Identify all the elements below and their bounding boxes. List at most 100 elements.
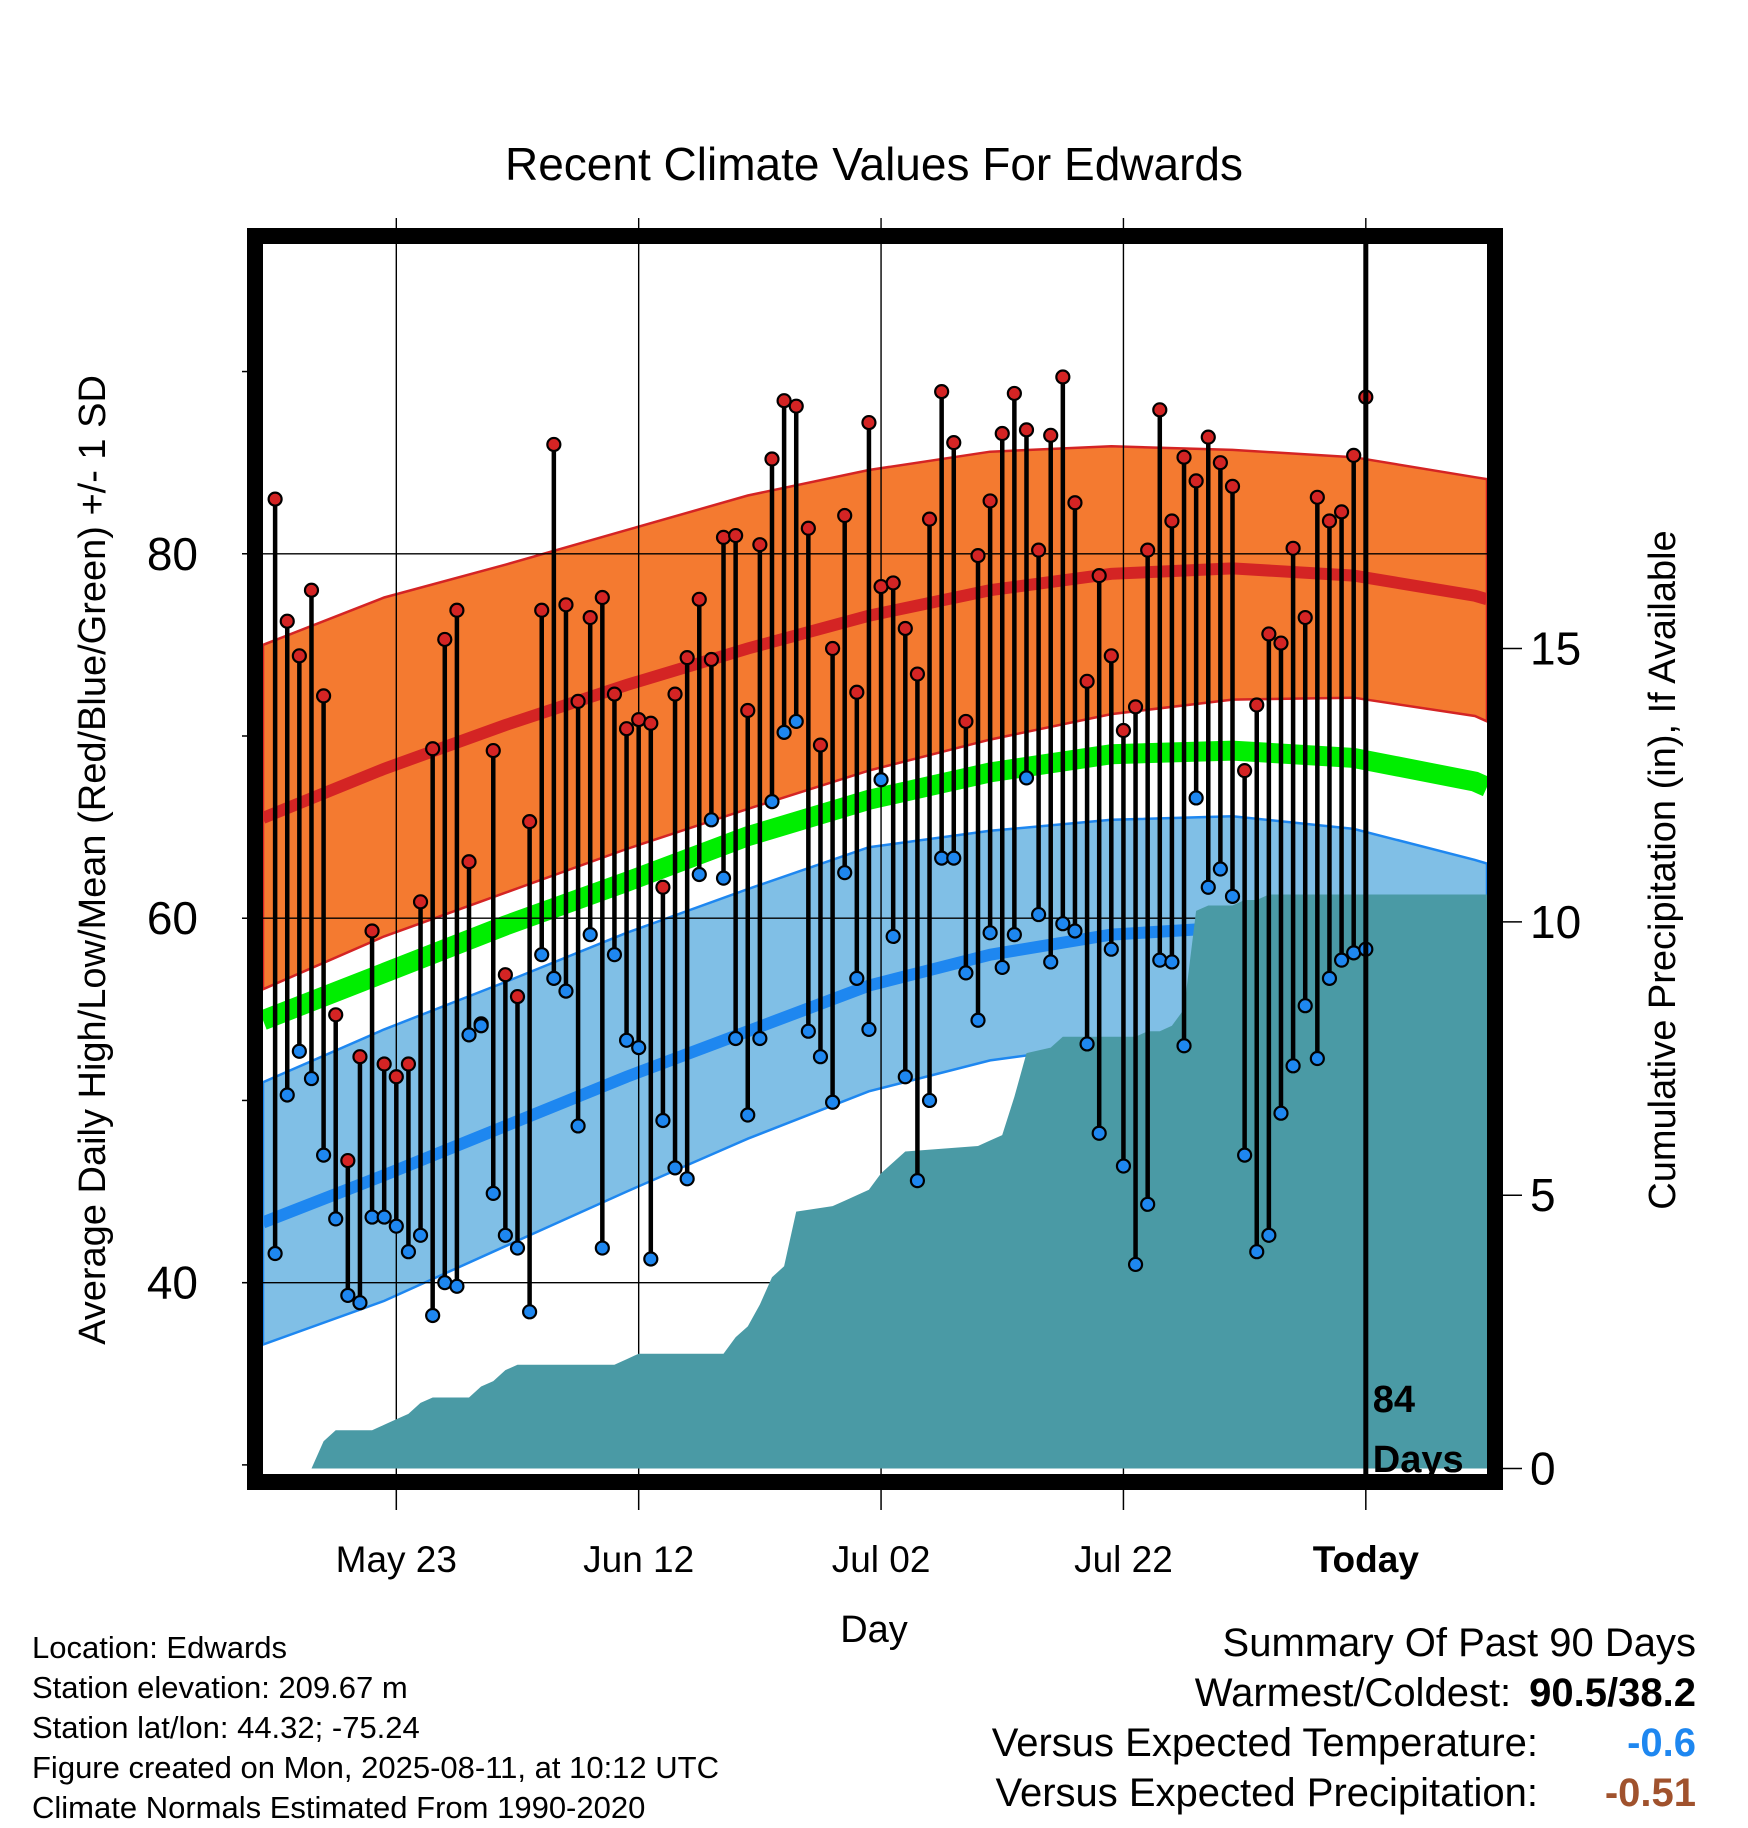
daily-low-point [267,1245,283,1262]
daily-low-point [497,1227,513,1243]
temp-label: Versus Expected Temperature: [991,1721,1538,1765]
daily-low-point [546,970,562,986]
temp-value: -0.6 [1627,1721,1696,1765]
daily-low-point [788,713,804,730]
daily-high-point [970,547,986,564]
daily-high-point [740,702,756,719]
daily-low-point [1346,945,1362,961]
daily-high-point [1297,609,1313,626]
daily-low-point [303,1070,320,1087]
daily-points [267,369,1374,1324]
daily-high-point [909,666,926,682]
daily-high-point [1115,722,1132,739]
daily-high-point [279,613,295,629]
daily-low-point [1140,1196,1156,1212]
daily-high-point [291,648,307,664]
created-label: Figure created on Mon, 2025-08-11, at 10… [32,1750,719,1785]
daily-low-point [994,959,1010,976]
daily-high-point [1043,427,1059,443]
daily-low-point [1321,970,1338,986]
daily-low-point [824,1094,841,1110]
daily-low-point [412,1227,429,1243]
daily-high-point [1006,385,1022,402]
daily-high-point [1140,542,1156,558]
daily-high-point [631,711,647,728]
y-tick-label: 80 [147,528,198,580]
summary-warmest-coldest: Warmest/Coldest: 90.5/38.2 [992,1668,1696,1718]
daily-low-point [812,1049,829,1065]
plot-border [247,228,1503,1490]
daily-low-point [946,850,962,866]
y-tick-label: 40 [147,1257,198,1309]
daily-low-point [837,865,853,881]
daily-high-point [461,854,477,870]
daily-low-point [1152,952,1168,968]
warmest-coldest-label: Warmest/Coldest: [1194,1671,1512,1715]
daily-high-point [1333,504,1350,520]
daily-low-point [618,1032,635,1048]
daily-high-point [352,1049,368,1065]
summary-title: Summary Of Past 90 Days [1222,1621,1696,1665]
daily-low-point [728,1030,744,1047]
today-days-label: 84 [1373,1379,1415,1421]
daily-low-point [400,1244,417,1260]
daily-high-point [328,1007,344,1023]
daily-high-point [425,741,441,757]
daily-low-point [352,1295,368,1311]
daily-high-point [643,715,659,731]
station-info: Location: Edwards Station elevation: 209… [32,1628,719,1828]
daily-low-point [376,1209,392,1225]
daily-low-point [328,1211,344,1227]
daily-low-point [473,1018,489,1034]
daily-high-point [1091,568,1107,584]
daily-low-point [315,1147,332,1163]
daily-low-point [1079,1036,1095,1052]
daily-high-point [861,414,877,431]
daily-high-point [1224,478,1241,494]
daily-high-point [667,686,683,702]
daily-high-point [1152,402,1168,418]
y2-axis-label: Cumulative Precipitation (in), If Availa… [1642,530,1684,1209]
daily-high-point [412,894,429,910]
daily-low-point [764,793,780,810]
daily-high-point [812,737,829,753]
summary-panel: Summary Of Past 90 Days Warmest/Coldest:… [992,1618,1696,1818]
daily-low-point [1176,1038,1192,1054]
daily-high-point [764,451,780,467]
daily-high-point [558,597,574,613]
daily-high-point [340,1152,356,1169]
daily-low-point [740,1107,756,1123]
daily-high-point [509,988,526,1005]
daily-high-point [800,520,816,536]
y2-tick-label: 10 [1530,896,1581,948]
daily-high-point [1346,447,1362,463]
daily-low-point [1297,998,1313,1014]
daily-high-point [1031,542,1047,558]
daily-high-point [776,393,792,409]
daily-low-point [485,1185,501,1201]
daily-low-point [1333,952,1350,968]
y-axis-label: Average Daily High/Low/Mean (Red/Blue/Gr… [72,375,114,1345]
daily-low-point [631,1039,647,1056]
daily-high-point [788,398,804,414]
location-label: Location: Edwards [32,1630,288,1665]
daily-low-point [1091,1125,1107,1141]
daily-high-point [873,578,889,595]
daily-low-point [970,1012,986,1028]
y2-tick-label: 5 [1530,1169,1556,1221]
daily-high-point [1212,455,1228,471]
daily-low-point [291,1043,307,1059]
daily-high-point [1200,429,1216,445]
daily-high-point [897,620,913,637]
daily-low-point [1055,916,1071,932]
daily-high-point [1321,513,1338,529]
daily-high-point [437,631,453,648]
daily-high-point [364,923,380,939]
chart-title: Recent Climate Values For Edwards [505,138,1243,190]
daily-low-point [776,724,792,740]
daily-low-point [921,1092,938,1109]
daily-low-point [861,1021,877,1037]
daily-high-point [388,1069,404,1085]
daily-high-point [267,491,283,507]
